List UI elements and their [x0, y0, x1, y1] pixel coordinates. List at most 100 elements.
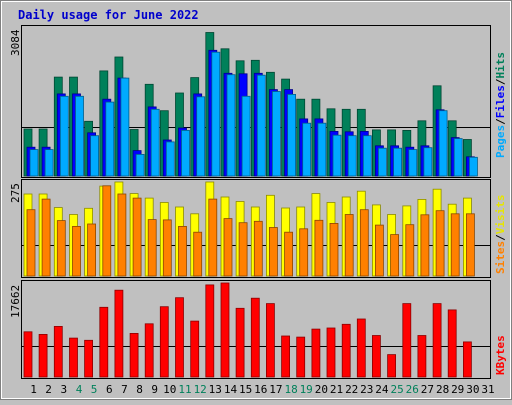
right-legend-panel-0: Pages/Files/Hits — [494, 52, 507, 158]
x-tick-label-day-30: 30 — [466, 383, 479, 396]
bar-kbytes-day-8 — [129, 332, 139, 378]
x-tick-label-day-31: 31 — [481, 383, 494, 396]
bar-pages-day-14 — [226, 74, 236, 177]
bar-sites-day-23 — [359, 209, 369, 277]
bar-sites-day-30 — [465, 213, 475, 277]
bar-kbytes-day-19 — [296, 336, 306, 378]
bar-sites-day-10 — [162, 219, 172, 277]
bar-sites-day-15 — [238, 222, 248, 277]
bar-sites-day-5 — [87, 223, 96, 277]
bar-sites-day-17 — [268, 227, 278, 277]
x-tick-label-day-13: 13 — [209, 383, 222, 396]
bar-sites-day-4 — [72, 225, 81, 277]
x-tick-label-day-19: 19 — [300, 383, 313, 396]
bar-sites-day-13 — [208, 198, 218, 277]
x-tick-label-day-26: 26 — [406, 383, 419, 396]
x-tick-label-day-8: 8 — [136, 383, 143, 396]
outer-frame-light — [1, 1, 511, 399]
bar-sites-day-25 — [390, 234, 400, 277]
bar-kbytes-day-25 — [387, 354, 397, 378]
x-tick-label-day-12: 12 — [194, 383, 207, 396]
right-legend-panel-2: KBytes — [494, 335, 507, 375]
legend-kbytes: KBytes — [494, 335, 507, 375]
x-axis-labels: 1 2 3 4 5 6 7 8 9 10 11 12 13 14 15 16 17 18 19 20 21 22 23 24 2… — [30, 383, 494, 396]
x-tick-label-day-29: 29 — [451, 383, 464, 396]
x-tick-label-day-3: 3 — [60, 383, 67, 396]
legend-sites: Sites — [494, 241, 507, 274]
x-tick-label-day-11: 11 — [178, 383, 191, 396]
x-tick-label-day-9: 9 — [151, 383, 158, 396]
bar-sites-day-12 — [193, 231, 203, 277]
bar-pages-day-12 — [196, 96, 206, 177]
x-tick-label-day-23: 23 — [360, 383, 373, 396]
x-tick-label-day-22: 22 — [345, 383, 358, 396]
x-tick-label-day-2: 2 — [45, 383, 52, 396]
bar-pages-day-11 — [181, 129, 190, 177]
x-tick-label-day-6: 6 — [106, 383, 113, 396]
legend-hits: Hits — [494, 52, 507, 79]
bar-sites-day-8 — [132, 197, 142, 277]
bar-pages-day-30 — [468, 156, 478, 177]
bar-kbytes-day-6 — [99, 306, 109, 378]
bar-pages-day-17 — [271, 91, 281, 177]
bar-pages-day-6 — [105, 101, 115, 177]
bar-pages-day-5 — [90, 135, 99, 177]
bar-kbytes-day-27 — [417, 335, 427, 378]
bar-pages-day-23 — [362, 135, 372, 177]
ymax-label-visits: 275 — [9, 183, 22, 203]
bar-kbytes-day-4 — [69, 337, 78, 378]
bar-pages-day-3 — [59, 95, 69, 177]
ymax-label-kbytes: 17662 — [9, 285, 22, 318]
bar-pages-day-9 — [150, 108, 160, 177]
bar-pages-day-4 — [75, 95, 84, 177]
bar-pages-day-7 — [120, 77, 130, 177]
bar-kbytes-day-10 — [159, 306, 169, 378]
bar-pages-day-13 — [211, 51, 221, 177]
bar-kbytes-day-28 — [432, 303, 442, 378]
bar-sites-day-19 — [299, 228, 309, 277]
bar-kbytes-day-24 — [371, 335, 381, 378]
bar-pages-day-24 — [377, 147, 387, 177]
bar-kbytes-day-16 — [250, 297, 260, 378]
x-tick-label-day-15: 15 — [239, 383, 252, 396]
bar-kbytes-day-21 — [326, 327, 336, 378]
bar-sites-day-27 — [420, 214, 430, 277]
x-tick-label-day-10: 10 — [163, 383, 176, 396]
chart-title: Daily usage for June 2022 — [18, 8, 199, 22]
bar-pages-day-22 — [347, 135, 357, 177]
x-tick-label-day-21: 21 — [330, 383, 343, 396]
bar-pages-day-10 — [165, 141, 175, 177]
x-tick-label-day-18: 18 — [284, 383, 297, 396]
bar-pages-day-21 — [332, 134, 342, 177]
bar-kbytes-day-15 — [235, 307, 245, 378]
bar-pages-day-1 — [29, 149, 39, 177]
bar-kbytes-day-17 — [265, 303, 275, 378]
x-tick-label-day-28: 28 — [436, 383, 449, 396]
bar-pages-day-19 — [302, 122, 312, 177]
bar-sites-day-18 — [284, 231, 294, 277]
bar-sites-day-6 — [102, 185, 112, 277]
bar-kbytes-day-22 — [341, 323, 351, 378]
bar-kbytes-day-3 — [53, 325, 63, 378]
legend-separator: / — [494, 78, 507, 85]
bar-sites-day-1 — [26, 209, 36, 277]
bar-kbytes-day-26 — [402, 303, 412, 378]
bar-kbytes-day-20 — [311, 328, 321, 378]
legend-visits: Visits — [494, 195, 507, 235]
bar-sites-day-20 — [314, 219, 324, 277]
bar-pages-day-20 — [317, 122, 327, 177]
bar-kbytes-day-11 — [175, 297, 184, 378]
bar-sites-day-3 — [56, 220, 66, 277]
bar-sites-day-28 — [435, 210, 445, 277]
bar-kbytes-day-1 — [23, 331, 33, 378]
bar-pages-day-25 — [393, 147, 403, 177]
chart-bars — [23, 32, 478, 378]
bar-sites-day-14 — [223, 218, 233, 277]
bar-pages-day-15 — [241, 95, 251, 177]
legend-separator: / — [494, 234, 507, 241]
x-tick-label-day-25: 25 — [390, 383, 403, 396]
bar-sites-day-11 — [178, 225, 187, 277]
bar-sites-day-24 — [374, 224, 384, 277]
